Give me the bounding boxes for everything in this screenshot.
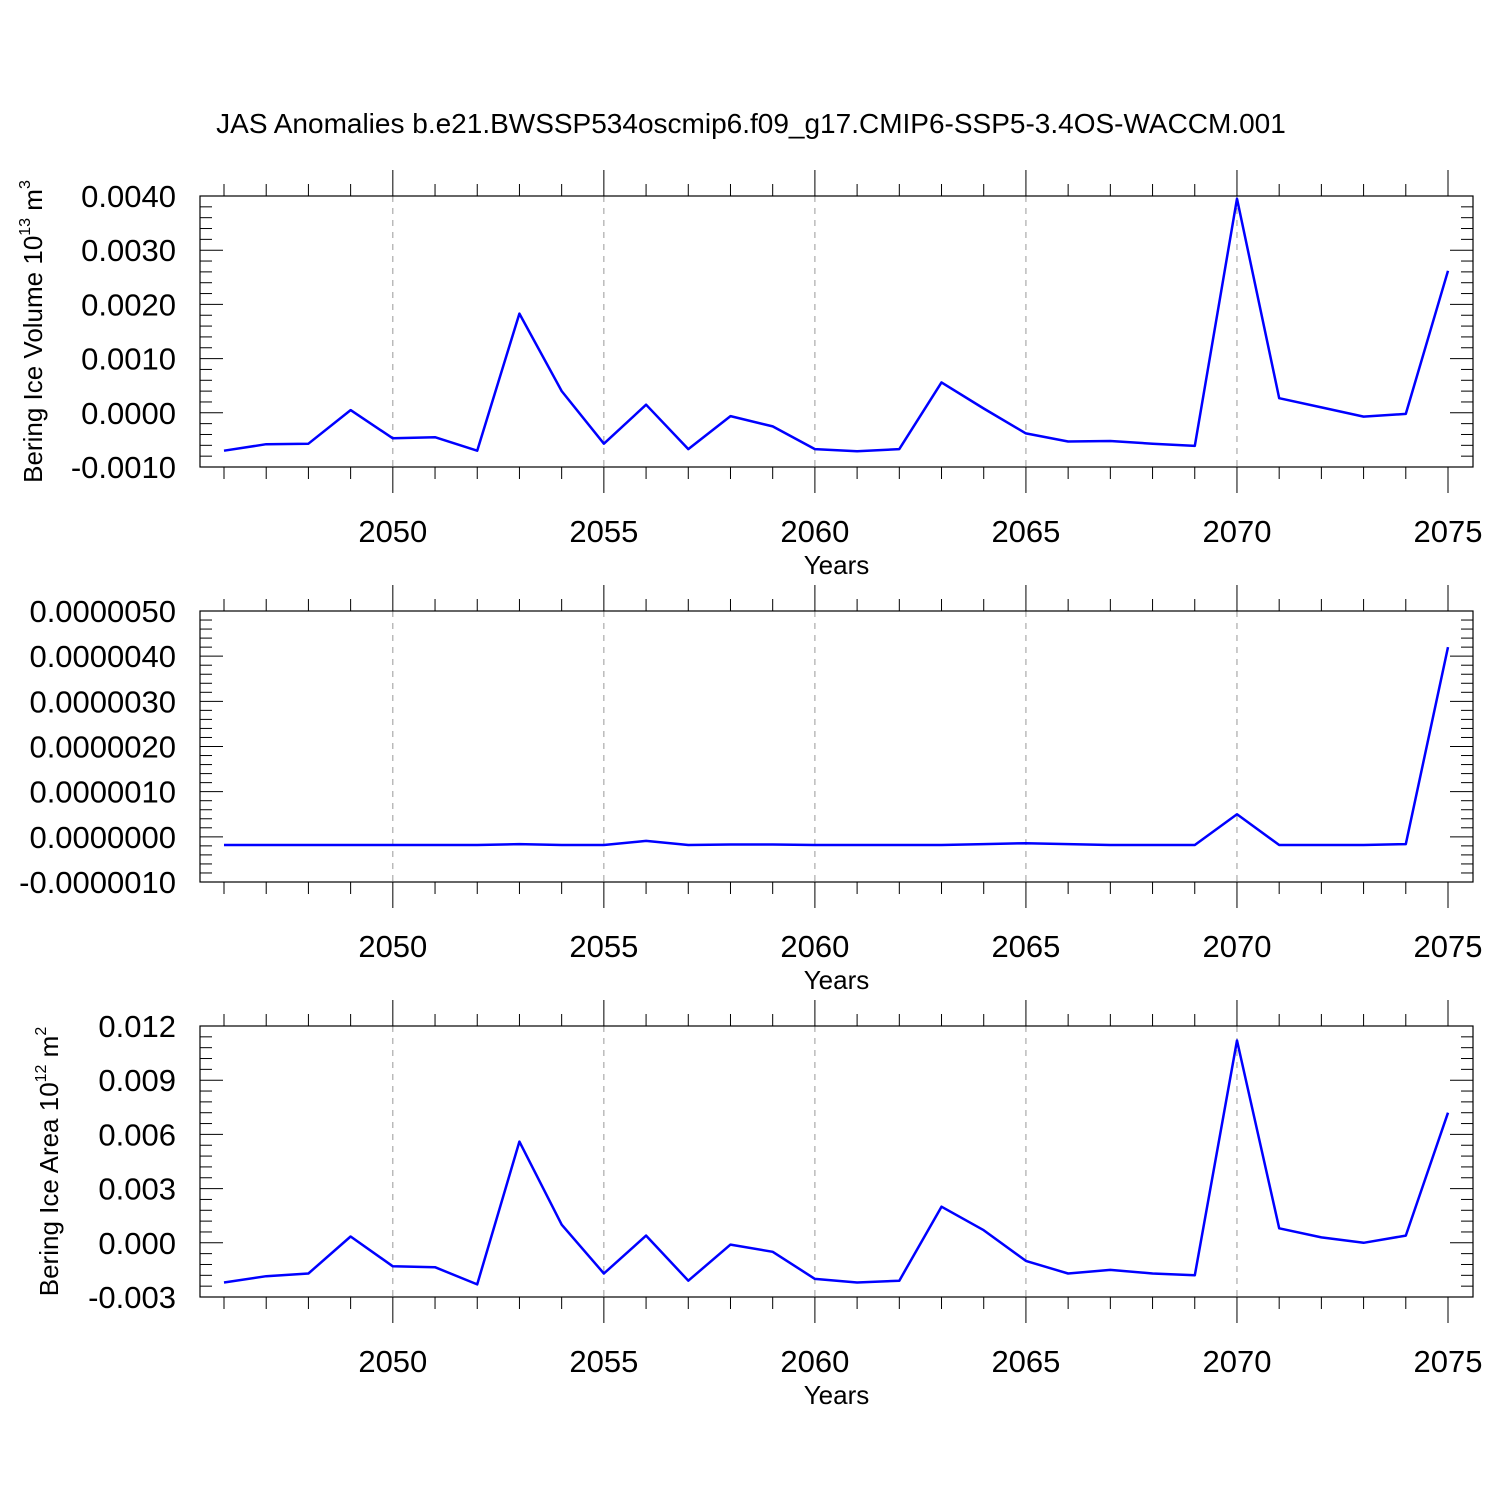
y-tick-label: 0.006 bbox=[98, 1117, 176, 1152]
panel-ice-area: 2050 2055 2060 2065 2070 2075 Years -0.003 0.000… bbox=[33, 1000, 1482, 1410]
plot-frame bbox=[199, 195, 1474, 468]
x-tick-label: 2050 bbox=[358, 514, 427, 549]
x-tick-label: 2065 bbox=[991, 514, 1060, 549]
x-tick-label: 2060 bbox=[780, 929, 849, 964]
x-axis-label: Years bbox=[804, 1380, 870, 1410]
x-tick-label: 2060 bbox=[780, 1344, 849, 1379]
y-tick-label: 0.000 bbox=[98, 1226, 176, 1261]
y-axis-label: Bering Ice Area 1012 m2 bbox=[33, 1027, 64, 1297]
y-tick-label: 0.0040 bbox=[81, 179, 176, 214]
x-tick-label: 2065 bbox=[991, 929, 1060, 964]
y-tick-label: 0.012 bbox=[98, 1009, 176, 1044]
chart-title: JAS Anomalies b.e21.BWSSP534oscmip6.f09_… bbox=[216, 108, 1286, 139]
plot-frame bbox=[199, 610, 1474, 883]
series-line bbox=[223, 1039, 1450, 1286]
x-tick-label: 2050 bbox=[358, 1344, 427, 1379]
x-tick-label: 2070 bbox=[1202, 514, 1271, 549]
x-tick-label: 2055 bbox=[569, 514, 638, 549]
x-tick-label: 2075 bbox=[1414, 1344, 1483, 1379]
x-tick-label: 2055 bbox=[569, 1344, 638, 1379]
y-tick-label: 0.009 bbox=[98, 1063, 176, 1098]
plot-frame bbox=[199, 1025, 1474, 1298]
y-tick-label: 0.0000010 bbox=[29, 775, 176, 810]
y-axis-label: Bering Ice Volume 1013 m3 bbox=[17, 180, 48, 483]
y-tick-label: 0.0010 bbox=[81, 342, 176, 377]
y-tick-label: -0.0010 bbox=[71, 450, 176, 485]
y-tick-label: 0.0000040 bbox=[29, 639, 176, 674]
y-tick-label: -0.003 bbox=[88, 1280, 176, 1315]
y-tick-label: 0.0000 bbox=[81, 396, 176, 431]
series-line bbox=[224, 646, 1450, 847]
x-axis-label: Years bbox=[804, 965, 870, 995]
y-tick-label: 0.0000020 bbox=[29, 730, 176, 765]
y-tick-label: 0.0020 bbox=[81, 287, 176, 322]
x-tick-label: 2075 bbox=[1414, 929, 1483, 964]
y-tick-label: 0.003 bbox=[98, 1172, 176, 1207]
x-tick-label: 2050 bbox=[358, 929, 427, 964]
y-tick-label: 0.0000030 bbox=[29, 684, 176, 719]
x-tick-label: 2055 bbox=[569, 929, 638, 964]
x-tick-label: 2075 bbox=[1414, 514, 1483, 549]
y-tick-label: 0.0030 bbox=[81, 233, 176, 268]
series-line bbox=[223, 197, 1450, 453]
x-tick-label: 2070 bbox=[1202, 1344, 1271, 1379]
x-tick-label: 2065 bbox=[991, 1344, 1060, 1379]
y-tick-label: 0.0000000 bbox=[29, 820, 176, 855]
x-axis-label: Years bbox=[804, 550, 870, 580]
panel-ice-volume: 2050 2055 2060 2065 2070 2075 Years -0.0010 0.00… bbox=[17, 170, 1482, 580]
panel-middle-series: 2050 2055 2060 2065 2070 2075 Years -0.0000010 0… bbox=[19, 585, 1482, 995]
x-tick-label: 2060 bbox=[780, 514, 849, 549]
x-tick-label: 2070 bbox=[1202, 929, 1271, 964]
y-tick-label: -0.0000010 bbox=[19, 865, 176, 900]
y-tick-label: 0.0000050 bbox=[29, 594, 176, 629]
